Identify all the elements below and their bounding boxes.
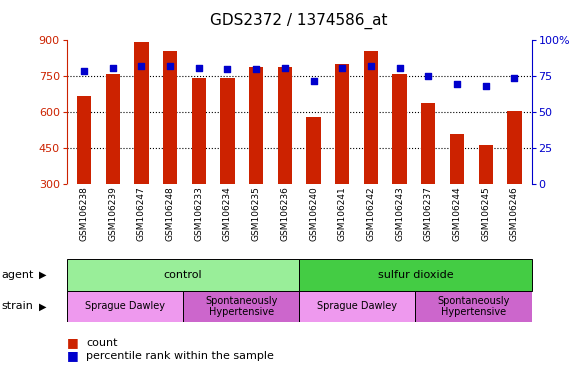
Bar [450, 134, 464, 184]
Text: Sprague Dawley: Sprague Dawley [317, 301, 397, 311]
Text: control: control [164, 270, 202, 280]
Text: agent: agent [1, 270, 34, 280]
Bar [507, 111, 522, 184]
Point [481, 83, 490, 89]
Text: Spontaneously
Hypertensive: Spontaneously Hypertensive [437, 296, 510, 317]
Bar [278, 67, 292, 184]
Text: Sprague Dawley: Sprague Dawley [85, 301, 165, 311]
Text: percentile rank within the sample: percentile rank within the sample [86, 351, 274, 361]
Bar [306, 117, 321, 184]
Text: GSM106242: GSM106242 [367, 187, 375, 241]
Text: GSM106237: GSM106237 [424, 187, 433, 242]
Bar [220, 78, 235, 184]
Point [453, 81, 462, 87]
Point [194, 65, 203, 71]
Point [424, 73, 433, 79]
Text: GSM106243: GSM106243 [395, 187, 404, 241]
Text: sulfur dioxide: sulfur dioxide [378, 270, 453, 280]
Text: GSM106233: GSM106233 [194, 187, 203, 242]
Point [137, 63, 146, 70]
Bar [192, 78, 206, 184]
Point [280, 65, 289, 71]
Text: GDS2372 / 1374586_at: GDS2372 / 1374586_at [210, 13, 388, 29]
Point [395, 65, 404, 71]
Bar [392, 74, 407, 184]
Text: GSM106244: GSM106244 [453, 187, 461, 241]
Text: GSM106235: GSM106235 [252, 187, 261, 242]
Bar [106, 74, 120, 184]
Text: GSM106236: GSM106236 [281, 187, 289, 242]
Text: strain: strain [1, 301, 33, 311]
Bar [67, 259, 299, 291]
Text: GSM106247: GSM106247 [137, 187, 146, 241]
Point [309, 78, 318, 84]
Text: GSM106241: GSM106241 [338, 187, 347, 241]
Text: ■: ■ [67, 349, 78, 362]
Bar [77, 96, 91, 184]
Point [108, 65, 117, 71]
Point [510, 74, 519, 81]
Point [223, 66, 232, 72]
Point [252, 66, 261, 72]
Text: GSM106239: GSM106239 [108, 187, 117, 242]
Bar [183, 291, 299, 322]
Text: GSM106246: GSM106246 [510, 187, 519, 241]
Text: ▶: ▶ [39, 270, 46, 280]
Bar [479, 145, 493, 184]
Bar [299, 259, 532, 291]
Bar [163, 51, 177, 184]
Bar [67, 291, 183, 322]
Text: Spontaneously
Hypertensive: Spontaneously Hypertensive [205, 296, 277, 317]
Text: ▶: ▶ [39, 301, 46, 311]
Text: GSM106245: GSM106245 [481, 187, 490, 241]
Point [80, 68, 89, 74]
Point [166, 63, 175, 70]
Text: count: count [86, 338, 117, 348]
Text: GSM106234: GSM106234 [223, 187, 232, 241]
Text: GSM106248: GSM106248 [166, 187, 175, 241]
Bar [335, 64, 349, 184]
Bar [364, 51, 378, 184]
Bar [421, 103, 436, 184]
Text: ■: ■ [67, 336, 78, 349]
Point [338, 65, 347, 71]
Text: GSM106238: GSM106238 [80, 187, 88, 242]
Point [366, 63, 375, 70]
Bar [249, 67, 263, 184]
Bar [134, 41, 149, 184]
Bar [415, 291, 532, 322]
Bar [299, 291, 415, 322]
Text: GSM106240: GSM106240 [309, 187, 318, 241]
